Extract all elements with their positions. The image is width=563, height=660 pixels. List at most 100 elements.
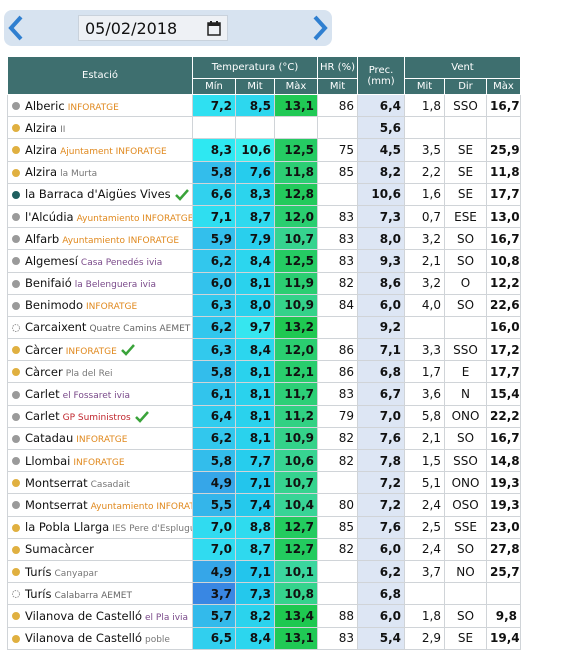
value-cell: 8,5 — [235, 93, 275, 118]
value-cell: SSO — [444, 338, 487, 362]
value-cell: 12,0 — [274, 204, 318, 229]
status-dot — [12, 501, 20, 510]
check-icon — [134, 410, 149, 423]
dot — [12, 368, 20, 377]
station-name: Alfarb — [25, 231, 60, 246]
station-name: Montserrat — [25, 475, 88, 490]
calendar-icon[interactable] — [207, 21, 221, 36]
dot — [12, 412, 20, 421]
value-cell — [404, 315, 445, 340]
prev-arrow[interactable] — [6, 14, 26, 42]
station-cell: la Barraca d'Aigües Vives — [7, 182, 193, 206]
value-cell — [317, 182, 358, 206]
value-cell: SO — [444, 537, 487, 561]
station-name: Alzira — [25, 120, 58, 135]
subheader: Màx — [486, 78, 521, 95]
subheader: Dir — [444, 78, 487, 95]
value-cell: 2,1 — [404, 249, 445, 273]
value-cell: 7,9 — [235, 227, 275, 251]
value-cell: 85 — [317, 160, 358, 184]
subheader: Mit — [404, 78, 445, 95]
status-dot — [12, 434, 20, 443]
value-cell: 14,8 — [486, 448, 521, 473]
row: Algemesí Casa Penedés ivia 6,2 8,4 12,5 83 9,3… — [7, 249, 521, 273]
date-input[interactable]: 05/02/2018 — [78, 15, 228, 41]
value-cell: 7,2 — [192, 93, 236, 118]
value-cell: SE — [444, 160, 487, 184]
value-cell: 80 — [317, 493, 358, 517]
value-cell: 9,8 — [486, 604, 521, 628]
value-cell: 23,0 — [486, 515, 521, 539]
value-cell: 5,8 — [192, 160, 236, 184]
station-cell: Càrcer Pla del Rei — [7, 360, 193, 384]
station-source: Pla del Rei — [65, 368, 113, 379]
row: Alfarb Ayuntamiento INFORATGE 5,9 7,9 10,7 83… — [7, 227, 521, 251]
value-cell: 5,8 — [192, 448, 236, 473]
row: Càrcer INFORATGE 6,3 8,4 12,0 86 7,1 3,3 SSO 17,2 — [7, 338, 521, 362]
value-cell: 7,4 — [235, 493, 275, 517]
station-source: Ajuntament INFORATGE — [60, 146, 167, 157]
value-cell: 19,4 — [486, 626, 521, 650]
value-cell: 6,2 — [192, 426, 236, 451]
subheader: Mit — [235, 78, 275, 95]
station-name: Algemesí — [25, 253, 78, 268]
value-cell: 7,8 — [357, 448, 405, 473]
dot — [12, 102, 20, 111]
value-cell: 7,6 — [357, 426, 405, 451]
status-dot — [12, 323, 20, 332]
value-cell: 7,0 — [192, 515, 236, 539]
status-dot — [12, 479, 20, 488]
value-cell: 8,6 — [357, 271, 405, 295]
value-cell: 8,1 — [235, 382, 275, 406]
station-name: Turís — [25, 586, 52, 601]
value-cell: 11,9 — [274, 271, 318, 295]
station-cell: Vilanova de Castelló poble — [7, 626, 193, 650]
status-dot — [12, 124, 20, 133]
value-cell: 4,5 — [357, 138, 405, 162]
value-cell: 6,0 — [192, 271, 236, 295]
dot — [12, 146, 20, 155]
value-cell — [317, 471, 358, 495]
station-source: INFORATGE — [76, 435, 128, 446]
value-cell: 83 — [317, 204, 358, 229]
value-cell: 6,0 — [357, 604, 405, 628]
station-cell: Sumacàrcer — [7, 537, 193, 561]
status-dot — [12, 279, 20, 288]
value-cell: 9,7 — [235, 315, 275, 340]
status-dot — [12, 523, 20, 532]
dot — [12, 390, 20, 399]
station-source: Ayuntamiento INFORATGE — [62, 235, 180, 246]
value-cell: 8,1 — [235, 404, 275, 428]
value-cell: 8,0 — [235, 293, 275, 317]
next-arrow[interactable] — [310, 14, 330, 42]
dot — [12, 523, 20, 532]
row: Alzira la Murta 5,8 7,6 11,8 85 8,2 2,2 SE 11,8 — [7, 160, 521, 184]
dot — [12, 168, 20, 177]
value-cell: 12,2 — [486, 271, 521, 295]
value-cell: 12,8 — [274, 182, 318, 206]
station-cell: Montserrat Casadait — [7, 471, 193, 495]
station-cell: Alfarb Ayuntamiento INFORATGE — [7, 227, 193, 251]
value-cell: 1,8 — [404, 604, 445, 628]
value-cell: SE — [444, 626, 487, 650]
check — [134, 410, 149, 423]
value-cell: 6,2 — [192, 249, 236, 273]
dot — [12, 323, 20, 332]
value-cell: 82 — [317, 271, 358, 295]
weather-table: Estació Temperatura (°C) HR (%) Prec. (m… — [7, 56, 521, 650]
value-cell: 7,2 — [357, 493, 405, 517]
value-cell: 12,5 — [274, 138, 318, 162]
value-cell: 13,0 — [486, 204, 521, 229]
value-cell: 10,1 — [274, 559, 318, 584]
value-cell: 5,9 — [192, 227, 236, 251]
station-name: la Barraca d'Aigües Vives — [25, 187, 171, 202]
value-cell: 25,9 — [486, 138, 521, 162]
dot — [12, 190, 20, 199]
value-cell: 8,4 — [235, 626, 275, 650]
value-cell: 7,3 — [235, 582, 275, 606]
value-cell — [317, 582, 358, 606]
station-name: l'Alcúdia — [25, 209, 74, 224]
value-cell: SO — [444, 604, 487, 628]
subheader: Màx — [274, 78, 318, 95]
check-icon — [120, 344, 135, 356]
